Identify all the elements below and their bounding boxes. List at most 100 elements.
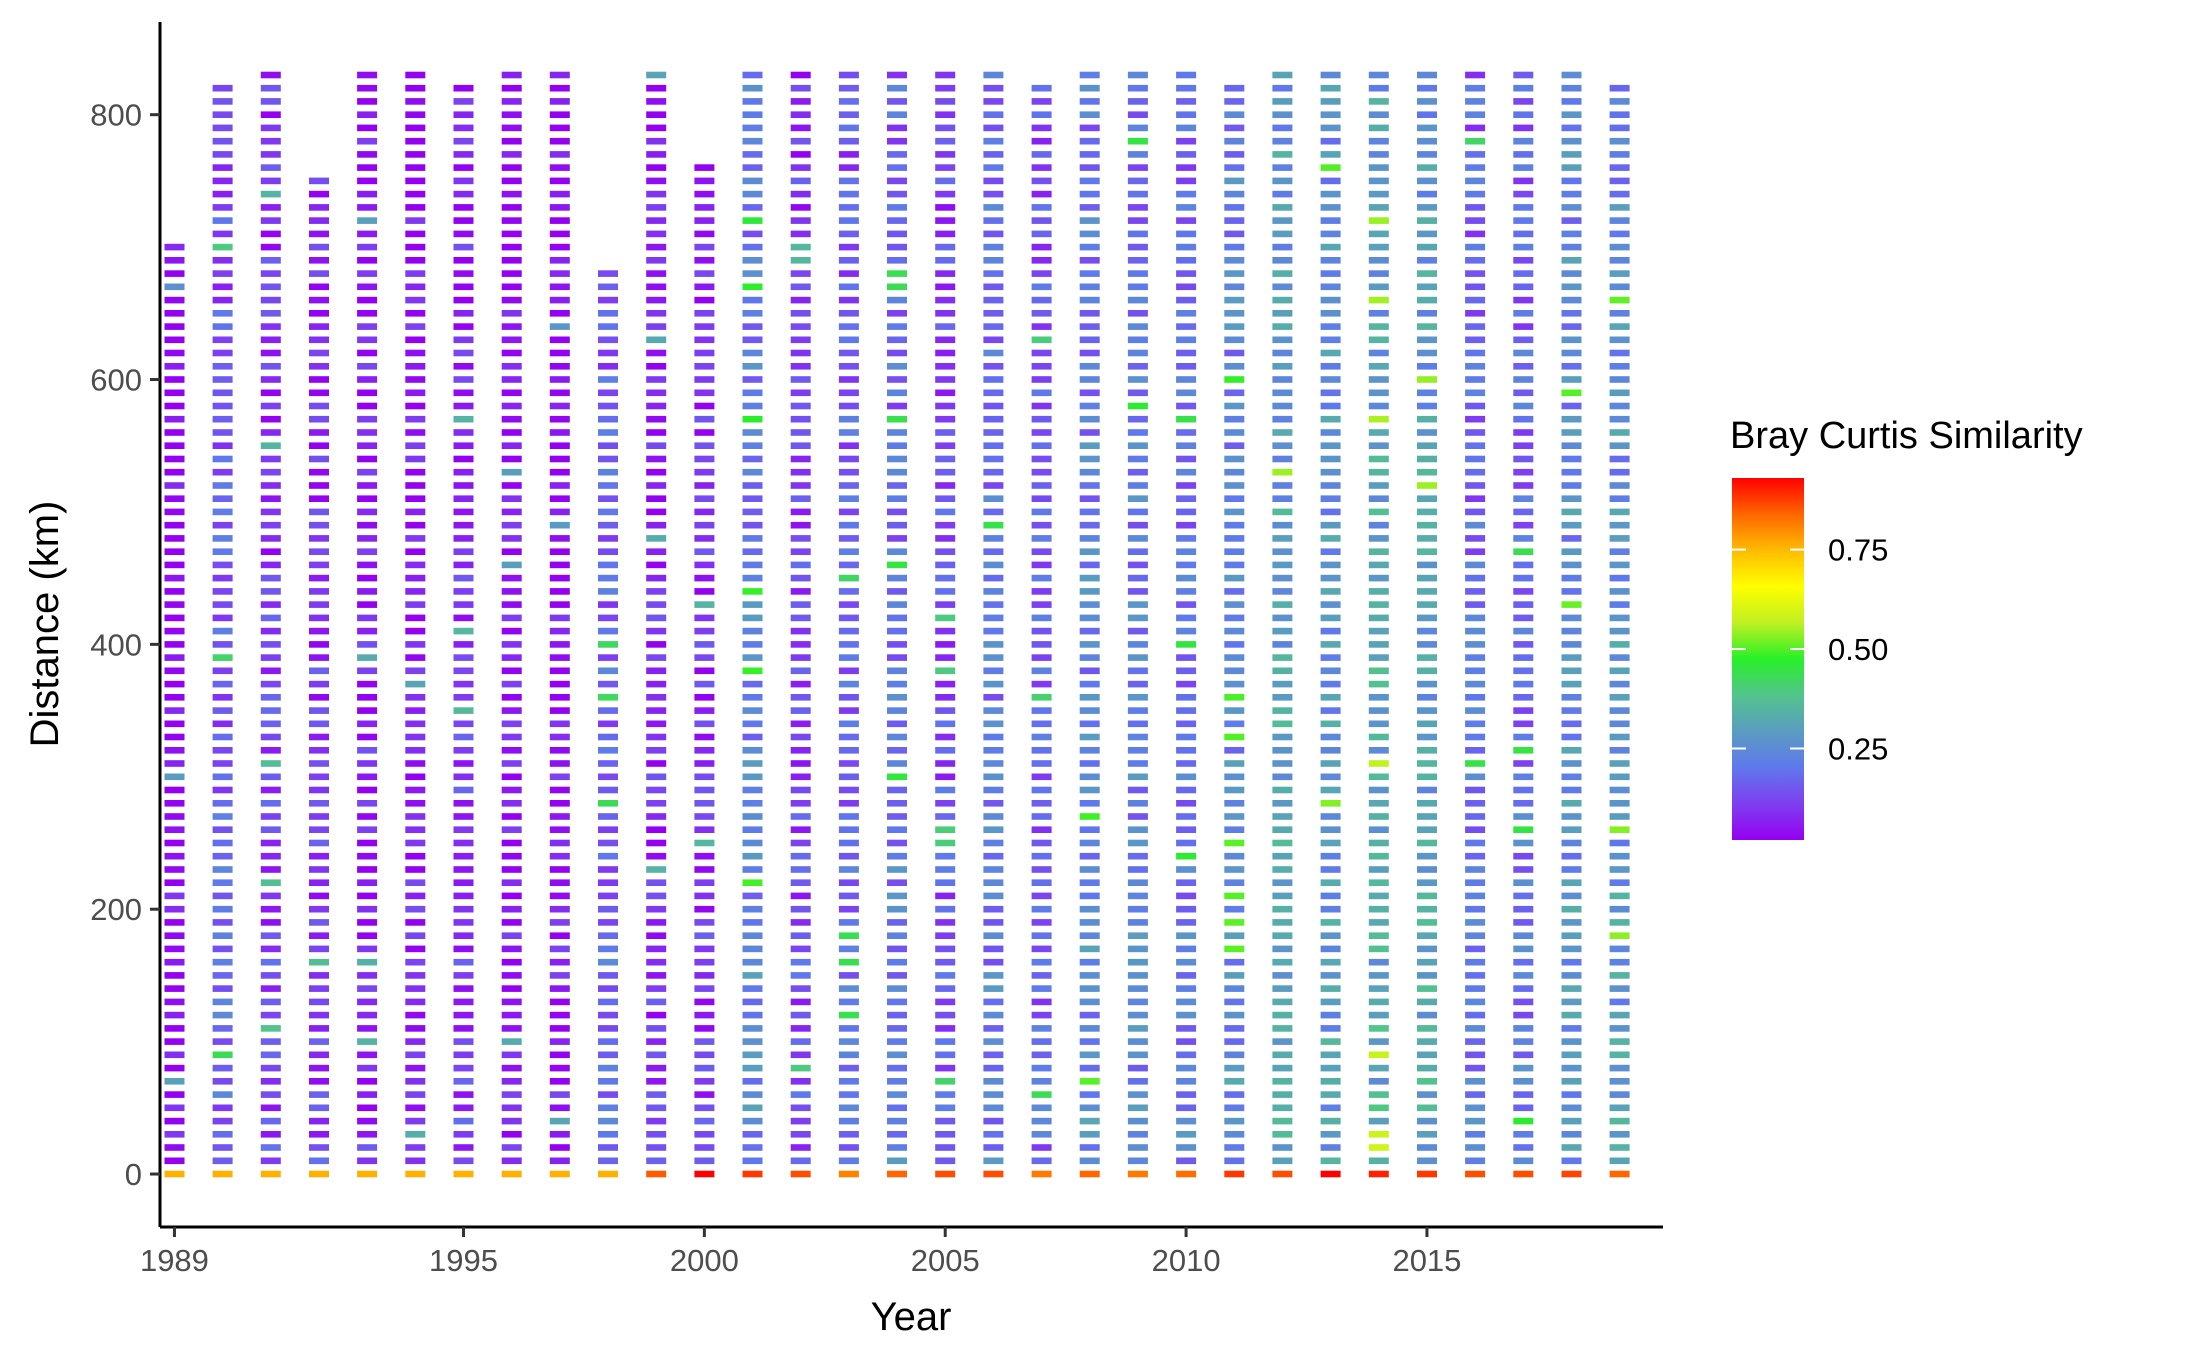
- heatmap-cell: [742, 1064, 763, 1072]
- heatmap-cell: [1320, 707, 1341, 714]
- heatmap-cell: [887, 283, 907, 291]
- heatmap-cell: [983, 800, 1004, 807]
- heatmap-cell: [164, 296, 185, 304]
- heatmap-cell: [1127, 800, 1148, 807]
- heatmap-cell: [790, 1078, 811, 1085]
- heatmap-cell: [742, 773, 763, 781]
- heatmap-cell: [501, 627, 522, 635]
- heatmap-cell: [1272, 1144, 1293, 1151]
- heatmap-cell: [357, 932, 378, 939]
- heatmap-cell: [405, 1144, 426, 1151]
- heatmap-cell: [1609, 243, 1630, 251]
- heatmap-cell: [887, 601, 907, 608]
- heatmap-cell: [887, 482, 907, 489]
- heatmap-cell: [357, 71, 378, 79]
- heatmap-cell: [1465, 945, 1486, 953]
- heatmap-cell: [742, 442, 763, 449]
- heatmap-cell: [164, 680, 185, 688]
- heatmap-cell: [790, 720, 811, 728]
- heatmap-cell: [887, 402, 907, 410]
- heatmap-cell: [1224, 363, 1245, 370]
- heatmap-cell: [1272, 905, 1293, 913]
- heatmap-cell: [1079, 1064, 1100, 1072]
- heatmap-cell: [935, 71, 956, 79]
- heatmap-cell: [309, 786, 329, 794]
- heatmap-cell: [646, 574, 667, 582]
- heatmap-cell: [742, 574, 763, 582]
- heatmap-cell: [983, 336, 1004, 344]
- heatmap-cell: [1031, 694, 1052, 701]
- heatmap-cell: [790, 164, 811, 171]
- heatmap-cell: [1609, 429, 1630, 436]
- heatmap-cell: [1417, 415, 1437, 423]
- heatmap-cell: [1031, 574, 1052, 582]
- heatmap-cell: [549, 879, 570, 886]
- heatmap-cell: [405, 482, 426, 489]
- heatmap-cell: [164, 998, 185, 1006]
- heatmap-cell: [549, 1011, 570, 1019]
- heatmap-cell: [598, 1131, 618, 1138]
- heatmap-cell: [1224, 323, 1245, 330]
- heatmap-cell: [1224, 468, 1245, 476]
- heatmap-cell: [790, 879, 811, 886]
- y-axis-title: Distance (km): [23, 501, 67, 748]
- heatmap-cell: [212, 1170, 233, 1178]
- heatmap-cell: [1561, 1051, 1582, 1059]
- heatmap-cell: [260, 164, 281, 171]
- heatmap-cell: [1272, 482, 1293, 489]
- heatmap-cell: [260, 204, 281, 211]
- heatmap-cell: [1609, 1064, 1630, 1072]
- heatmap-cell: [1609, 230, 1630, 238]
- heatmap-cell: [1513, 177, 1534, 185]
- heatmap-cell: [1272, 349, 1293, 357]
- heatmap-cell: [405, 1117, 426, 1125]
- heatmap-cell: [453, 1038, 474, 1045]
- heatmap-cell: [501, 945, 522, 953]
- x-tick-label: 2010: [1152, 1243, 1221, 1278]
- heatmap-cell: [549, 376, 570, 383]
- heatmap-cell: [357, 521, 378, 529]
- heatmap-cell: [1031, 111, 1052, 118]
- heatmap-cell: [453, 720, 474, 728]
- heatmap-cell: [1079, 826, 1100, 833]
- heatmap-cell: [742, 98, 763, 105]
- heatmap-cell: [309, 177, 329, 185]
- heatmap-cell: [1272, 720, 1293, 728]
- heatmap-cell: [1320, 892, 1341, 900]
- heatmap-cell: [1224, 190, 1245, 198]
- heatmap-cell: [742, 296, 763, 304]
- heatmap-cell: [1224, 508, 1245, 516]
- heatmap-cell: [164, 442, 185, 449]
- heatmap-cell: [405, 336, 426, 344]
- heatmap-cell: [1079, 945, 1100, 953]
- heatmap-cell: [357, 468, 378, 476]
- heatmap-cell: [1320, 283, 1341, 291]
- heatmap-cell: [501, 773, 522, 781]
- heatmap-cell: [646, 852, 667, 860]
- heatmap-cell: [1513, 813, 1534, 820]
- heatmap-cell: [598, 919, 618, 926]
- heatmap-cell: [405, 1157, 426, 1165]
- heatmap-cell: [1224, 98, 1245, 105]
- heatmap-cell: [357, 283, 378, 291]
- heatmap-cell: [1176, 1091, 1197, 1098]
- heatmap-cell: [357, 733, 378, 741]
- heatmap-cell: [646, 588, 667, 595]
- heatmap-cell: [501, 137, 522, 145]
- heatmap-cell: [646, 111, 667, 118]
- heatmap-cell: [742, 468, 763, 476]
- heatmap-cell: [1079, 773, 1100, 781]
- heatmap-cell: [164, 945, 185, 953]
- heatmap-cell: [1320, 429, 1341, 436]
- heatmap-cell: [1031, 363, 1052, 370]
- heatmap-cell: [838, 800, 859, 807]
- heatmap-cell: [1320, 190, 1341, 198]
- heatmap-cell: [405, 270, 426, 277]
- heatmap-cell: [742, 561, 763, 569]
- heatmap-cell: [501, 905, 522, 913]
- heatmap-cell: [1513, 190, 1534, 198]
- heatmap-cell: [309, 389, 329, 397]
- heatmap-cell: [838, 535, 859, 542]
- heatmap-cell: [405, 548, 426, 555]
- heatmap-cell: [983, 508, 1004, 516]
